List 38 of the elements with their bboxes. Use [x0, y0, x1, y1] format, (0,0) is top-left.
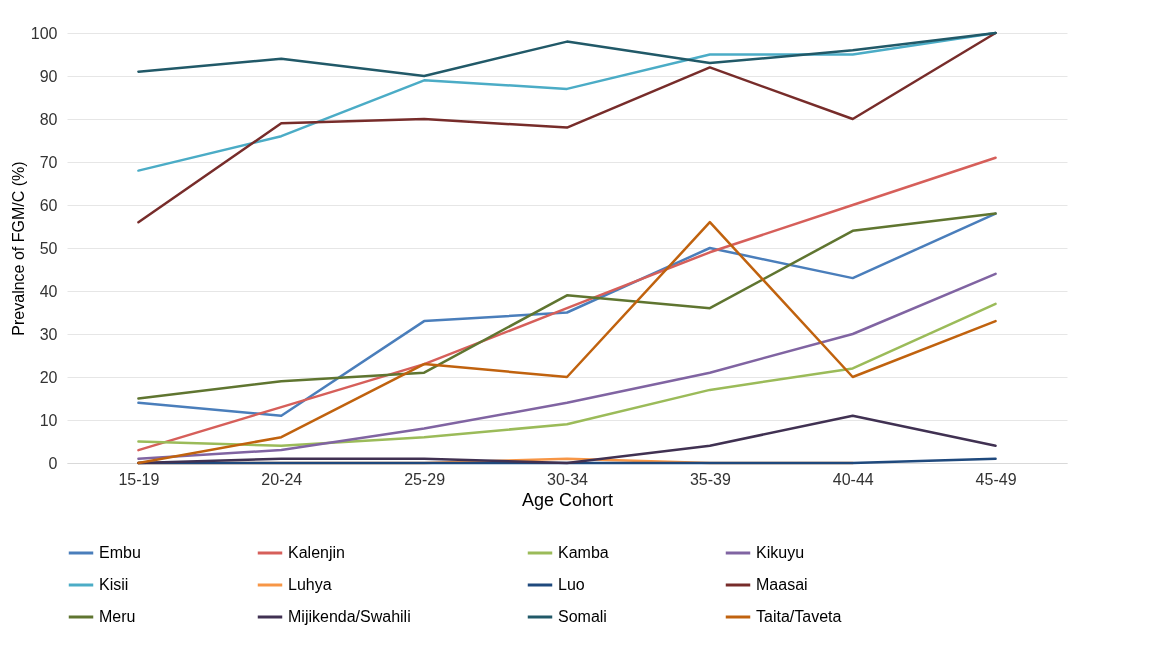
line-series	[137, 31, 997, 224]
x-tick-label: 15-19	[118, 470, 160, 488]
legend-label: Kalenjin	[288, 544, 345, 561]
line-series	[137, 31, 997, 78]
x-tick-label: 35-39	[689, 470, 731, 488]
legend-label: Somali	[558, 608, 607, 625]
legend-label: Embu	[99, 544, 141, 561]
y-tick-label: 70	[39, 153, 58, 171]
line-series	[137, 272, 997, 460]
y-tick-label: 90	[39, 67, 58, 85]
x-tick-label: 45-49	[975, 470, 1017, 488]
line-series	[137, 220, 997, 465]
legend-label: Mijikenda/Swahili	[288, 608, 411, 625]
x-tick-label: 20-24	[261, 470, 303, 488]
legend-label: Meru	[99, 608, 136, 625]
x-axis-title: Age Cohort	[521, 489, 614, 510]
y-axis-title: Prevalnce of FGM/C (%)	[9, 161, 27, 336]
line-series	[137, 156, 997, 452]
y-tick-label: 100	[30, 24, 58, 42]
legend-label: Taita/Taveta	[756, 608, 842, 625]
legend-label: Luhya	[288, 576, 332, 593]
legend-label: Kamba	[558, 544, 609, 561]
x-tick-label: 40-44	[832, 470, 874, 488]
y-tick-label: 80	[39, 110, 58, 128]
y-tick-label: 30	[39, 325, 58, 343]
x-tick-label: 30-34	[547, 470, 589, 488]
y-tick-label: 0	[48, 454, 58, 472]
y-tick-label: 60	[39, 196, 58, 214]
y-tick-label: 20	[39, 368, 58, 386]
legend-label: Kisii	[99, 576, 129, 593]
x-tick-label: 25-29	[404, 470, 446, 488]
legend-label: Luo	[558, 576, 585, 593]
y-tick-label: 40	[39, 282, 58, 300]
legend-label: Kikuyu	[756, 544, 805, 561]
legend-label: Maasai	[756, 576, 808, 593]
line-series	[137, 302, 997, 448]
y-tick-label: 50	[39, 239, 58, 257]
y-tick-label: 10	[39, 411, 58, 429]
